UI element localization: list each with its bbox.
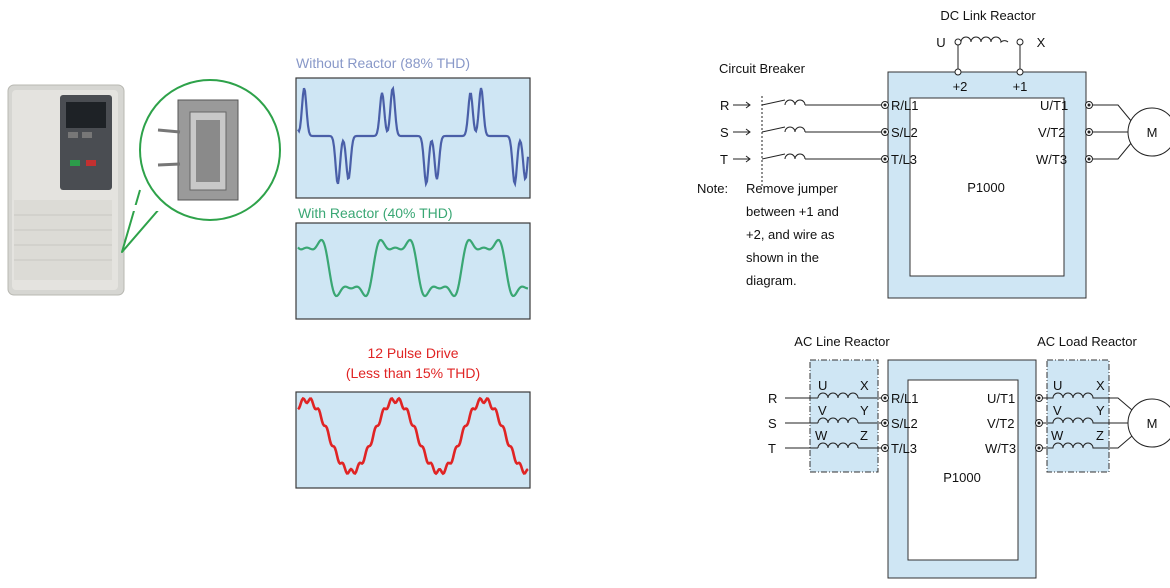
drive-photo bbox=[7, 84, 125, 296]
dc-term-plus2: +2 bbox=[953, 79, 968, 94]
ac-drive-block bbox=[887, 359, 1037, 579]
ac-load-rows: U X V Y W Z bbox=[1035, 378, 1133, 452]
with-reactor-waveform bbox=[297, 238, 529, 298]
note-line-5: diagram. bbox=[746, 273, 797, 288]
dc-input-t-l3: T/L3 bbox=[891, 152, 917, 167]
dc-drive-label: P1000 bbox=[967, 180, 1005, 195]
twelve-pulse-title: 12 Pulse Drive bbox=[367, 345, 458, 361]
without-reactor-panel bbox=[295, 77, 531, 199]
note-line-2: between +1 and bbox=[746, 204, 839, 219]
ac-load-reactor-box bbox=[1046, 359, 1110, 473]
note-line-1: Remove jumper bbox=[746, 181, 838, 196]
ac-phase-r: R bbox=[768, 391, 777, 406]
dc-term-plus1: +1 bbox=[1013, 79, 1028, 94]
reactor-photo-callout bbox=[121, 79, 281, 253]
dc-reactor-coil bbox=[960, 36, 1009, 44]
dc-reactor-u-label: U bbox=[936, 35, 945, 50]
note-line-3: +2, and wire as bbox=[746, 227, 835, 242]
dc-input-r-l1: R/L1 bbox=[891, 98, 918, 113]
ac-output-v-t2: V/T2 bbox=[987, 416, 1014, 431]
twelve-pulse-subtitle: (Less than 15% THD) bbox=[346, 365, 480, 381]
dc-phase-s: S bbox=[720, 125, 729, 140]
dc-output-u-t1: U/T1 bbox=[1040, 98, 1068, 113]
ac-load-z: Z bbox=[1096, 428, 1104, 443]
dc-phase-t: T bbox=[720, 152, 728, 167]
note-line-4: shown in the bbox=[746, 250, 819, 265]
ac-line-row-r: R U X R/L1 bbox=[768, 378, 918, 406]
ac-line-v: V bbox=[818, 403, 827, 418]
note-label: Note: bbox=[697, 181, 728, 196]
dc-output-v-t2: V/T2 bbox=[1038, 125, 1065, 140]
dc-phase-row-s: S S/L2 bbox=[720, 125, 918, 140]
ac-output-w-t3: W/T3 bbox=[985, 441, 1016, 456]
ac-line-w: W bbox=[815, 428, 828, 443]
dc-link-reactor-title: DC Link Reactor bbox=[940, 8, 1036, 23]
with-reactor-panel bbox=[295, 222, 531, 320]
without-reactor-waveform bbox=[297, 85, 530, 188]
ac-motor-label: M bbox=[1147, 416, 1158, 431]
ac-line-row-s: S V Y S/L2 bbox=[768, 403, 918, 431]
ac-line-u: U bbox=[818, 378, 827, 393]
ac-line-y: Y bbox=[860, 403, 869, 418]
ac-load-reactor-title: AC Load Reactor bbox=[1037, 334, 1137, 349]
ac-load-u: U bbox=[1053, 378, 1062, 393]
ac-line-row-t: T W Z T/L3 bbox=[768, 428, 917, 456]
ac-line-x: X bbox=[860, 378, 869, 393]
dc-phase-row-t: T T/L3 bbox=[720, 152, 917, 167]
dc-output-w-t3: W/T3 bbox=[1036, 152, 1067, 167]
dc-phase-row-r: R R/L1 bbox=[720, 98, 918, 113]
ac-line-reactor-title: AC Line Reactor bbox=[794, 334, 890, 349]
with-reactor-title: With Reactor (40% THD) bbox=[298, 205, 453, 221]
ac-load-v: V bbox=[1053, 403, 1062, 418]
ac-input-t-l3: T/L3 bbox=[891, 441, 917, 456]
ac-reactor-diagram: AC Line Reactor AC Load Reactor P1000 R … bbox=[768, 334, 1170, 579]
dc-motor bbox=[1127, 107, 1170, 157]
ac-phase-t: T bbox=[768, 441, 776, 456]
dc-input-s-l2: S/L2 bbox=[891, 125, 918, 140]
ac-phase-s: S bbox=[768, 416, 777, 431]
ac-load-w: W bbox=[1051, 428, 1064, 443]
ac-output-u-t1: U/T1 bbox=[987, 391, 1015, 406]
dc-phase-r: R bbox=[720, 98, 729, 113]
dc-motor-label: M bbox=[1147, 125, 1158, 140]
without-reactor-title: Without Reactor (88% THD) bbox=[296, 55, 470, 71]
ac-input-s-l2: S/L2 bbox=[891, 416, 918, 431]
ac-line-reactor-box bbox=[809, 359, 879, 473]
ac-drive-label: P1000 bbox=[943, 470, 981, 485]
ac-line-z: Z bbox=[860, 428, 868, 443]
circuit-breaker-label: Circuit Breaker bbox=[719, 61, 806, 76]
twelve-pulse-waveform bbox=[297, 396, 529, 476]
dc-link-diagram: DC Link Reactor U X +2 +1 P1000 Circuit … bbox=[697, 8, 1170, 299]
reactor-icon bbox=[157, 99, 239, 201]
ac-input-r-l1: R/L1 bbox=[891, 391, 918, 406]
ac-load-x: X bbox=[1096, 378, 1105, 393]
dc-reactor-x-label: X bbox=[1037, 35, 1046, 50]
ac-load-y: Y bbox=[1096, 403, 1105, 418]
ac-motor bbox=[1127, 398, 1170, 448]
